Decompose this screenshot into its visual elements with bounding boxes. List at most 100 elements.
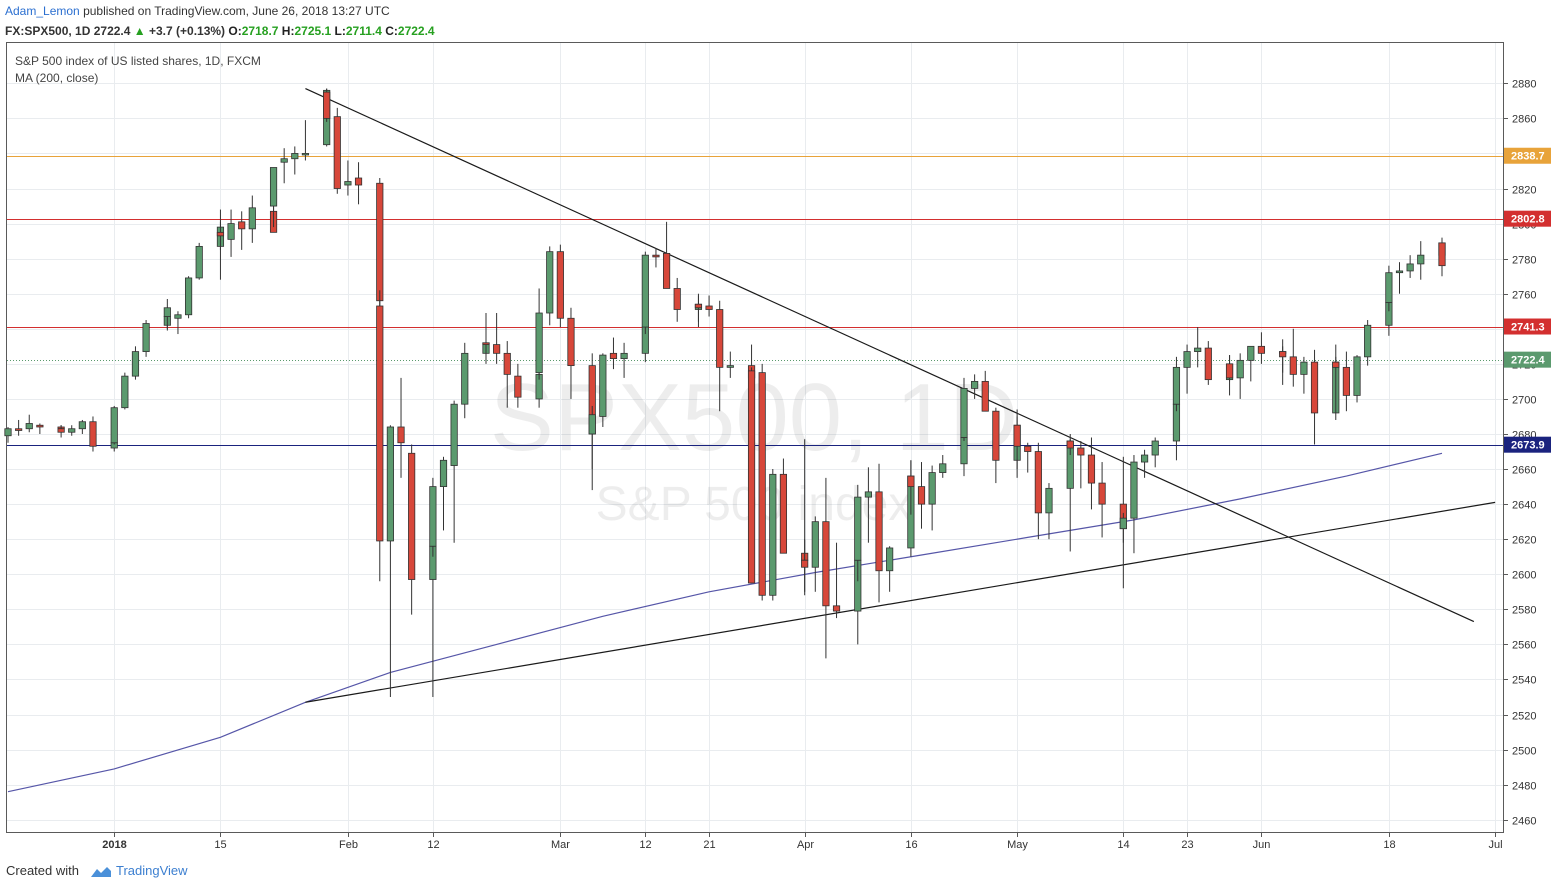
candle-body xyxy=(769,473,777,596)
quote-bar: FX:SPX500, 1D 2722.4 ▲ +3.7 (+0.13%) O:2… xyxy=(0,21,435,41)
candle xyxy=(450,400,458,543)
candle xyxy=(482,330,490,356)
author-link[interactable]: Adam_Lemon xyxy=(5,4,80,18)
candle-body xyxy=(503,352,511,375)
candle xyxy=(546,246,554,326)
candle-body xyxy=(142,323,150,352)
x-tick-label: May xyxy=(1007,839,1028,851)
candle xyxy=(1310,349,1319,445)
price-axis[interactable]: 2460 2480 2500 2520 2540 2560 2580 2600 2620 2640… xyxy=(1503,79,1536,828)
candle-body xyxy=(917,486,926,505)
candle xyxy=(1183,344,1191,394)
y-tick-label: 2760 xyxy=(1512,290,1536,302)
candle-body xyxy=(238,221,246,230)
candle-body xyxy=(1087,454,1096,484)
candle xyxy=(641,251,649,335)
trendlines[interactable] xyxy=(305,88,1496,703)
candle xyxy=(1236,353,1244,399)
candle xyxy=(705,295,713,317)
candle xyxy=(939,455,947,478)
candle xyxy=(386,425,394,697)
candle xyxy=(1034,442,1042,540)
y-tick-label: 2700 xyxy=(1512,395,1536,407)
candle xyxy=(1300,356,1308,394)
candle-body xyxy=(1342,366,1350,396)
candle-body xyxy=(705,305,713,310)
candle xyxy=(238,211,246,250)
candle xyxy=(1077,441,1085,489)
time-axis[interactable]: 2018 15 Feb 12 Mar 12 21 Apr 16 May 14 23 Jun 18 Jul xyxy=(102,832,1503,851)
candle-body xyxy=(216,231,225,237)
candle-body xyxy=(386,426,394,542)
candle-body xyxy=(1151,440,1159,456)
footer: Created with TradingView xyxy=(0,856,1556,889)
candle-body xyxy=(397,426,405,444)
candle xyxy=(1013,409,1021,470)
candle xyxy=(1257,332,1266,364)
candle-body xyxy=(1332,361,1340,368)
x-tick-label: 2018 xyxy=(102,839,126,851)
y-tick-label: 2640 xyxy=(1512,500,1536,512)
candle-body xyxy=(1034,451,1042,514)
candle xyxy=(652,248,660,268)
candle-body xyxy=(673,288,681,310)
candle xyxy=(514,363,522,408)
publish-header: Adam_Lemon published on TradingView.com,… xyxy=(0,0,1556,22)
symbol-label[interactable]: FX:SPX500, 1D xyxy=(5,24,91,38)
x-tick-label: 23 xyxy=(1181,839,1193,851)
candle-body xyxy=(556,251,564,319)
candle-body xyxy=(832,605,841,612)
candle xyxy=(1364,320,1372,366)
y-tick-label: 2460 xyxy=(1512,816,1536,828)
x-tick-label: 16 xyxy=(905,839,917,851)
candle xyxy=(461,342,469,419)
candle-body xyxy=(1077,447,1085,456)
candle xyxy=(556,244,564,328)
price-tag-label: 2802.8 xyxy=(1511,214,1545,226)
y-tick-label: 2600 xyxy=(1512,570,1536,582)
candle xyxy=(248,195,256,243)
candle xyxy=(1194,327,1202,368)
candle-body xyxy=(907,475,915,487)
candle xyxy=(68,425,76,436)
candle-body xyxy=(269,167,278,207)
candle-body xyxy=(36,424,44,428)
candle xyxy=(1353,355,1361,403)
candle-body xyxy=(195,245,203,279)
candle xyxy=(429,477,437,557)
open-label: O: xyxy=(228,24,242,38)
candle-body xyxy=(1385,272,1393,303)
candle xyxy=(971,374,979,399)
candle-body xyxy=(1225,363,1234,379)
candle-body xyxy=(25,423,33,430)
candle xyxy=(1151,437,1159,468)
candle-body xyxy=(68,428,76,433)
candle xyxy=(376,178,384,306)
trendline[interactable] xyxy=(305,501,1496,703)
y-tick-label: 2820 xyxy=(1512,185,1536,197)
candle-body xyxy=(121,375,129,409)
candle-body xyxy=(4,428,12,437)
candle-body xyxy=(1013,424,1021,447)
candle xyxy=(1087,437,1096,510)
candle-body xyxy=(110,407,118,444)
candle xyxy=(779,458,788,554)
candle xyxy=(1066,439,1074,552)
candle xyxy=(1395,262,1404,294)
x-tick-label: 21 xyxy=(703,839,715,851)
candle-body xyxy=(567,317,575,367)
tradingview-brand[interactable]: TradingView xyxy=(116,863,188,878)
candle xyxy=(1332,344,1340,413)
candle-body xyxy=(89,421,97,447)
candle-body xyxy=(960,388,968,438)
candle-body xyxy=(758,372,766,596)
close-label: C: xyxy=(385,24,398,38)
candle-body xyxy=(588,414,596,435)
candle-body xyxy=(1279,351,1287,358)
candle-body xyxy=(1130,461,1138,519)
candle xyxy=(811,516,819,592)
y-tick-label: 2620 xyxy=(1512,535,1536,547)
candle-body xyxy=(514,375,522,398)
trendline[interactable] xyxy=(305,88,1475,623)
